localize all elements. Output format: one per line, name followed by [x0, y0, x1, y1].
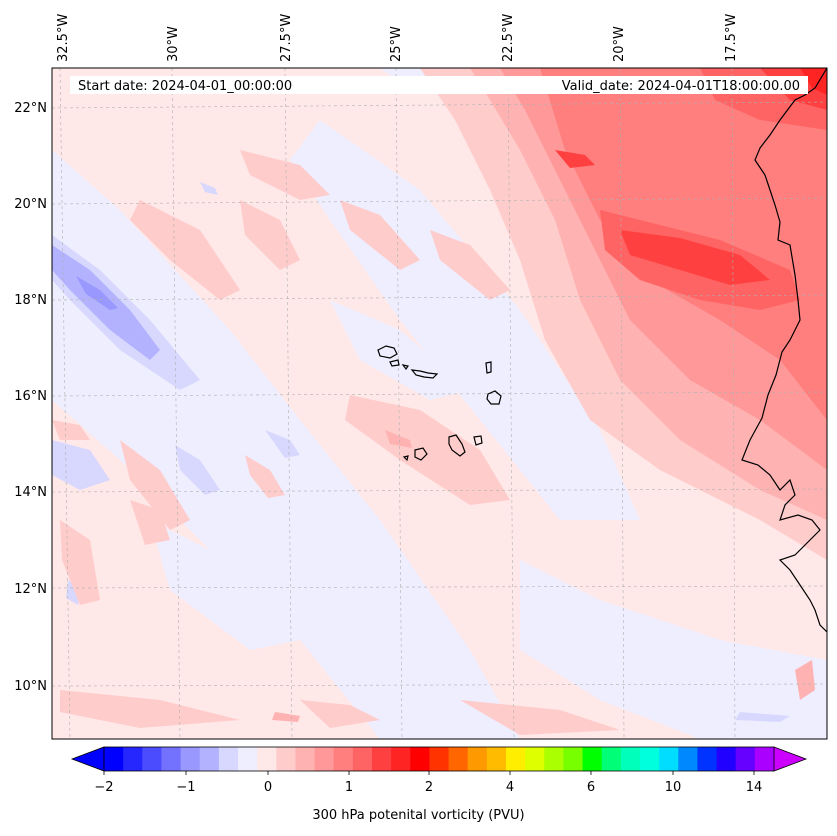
positive-pv-region — [420, 68, 827, 560]
island-santo-antao — [377, 345, 398, 359]
colorbar-cell — [601, 747, 622, 771]
colorbar-tick-label: 10 — [665, 780, 682, 795]
colorbar-cell — [238, 747, 258, 771]
colorbar-cell — [640, 747, 660, 771]
lon-label: 22.5°W — [501, 14, 516, 62]
island-boa-vista — [486, 390, 502, 405]
island-sao-nicolau — [410, 369, 439, 379]
colorbar-cell — [678, 747, 698, 771]
header-box — [70, 76, 808, 94]
colorbar: −2 −1 0 1 2 4 6 10 14 — [70, 746, 808, 795]
lon-label: 20°W — [612, 26, 627, 62]
island-sal — [485, 361, 492, 374]
colorbar-cells — [104, 747, 775, 771]
graticule — [52, 68, 827, 739]
lat-label: 16°N — [14, 389, 47, 404]
colorbar-tick-label: 0 — [264, 780, 272, 795]
colorbar-tick-label: −1 — [176, 780, 195, 795]
island-brava — [402, 455, 409, 462]
valid-date-label: Valid_date: 2024-04-01T18:00:00.00 — [562, 79, 800, 94]
colorbar-frame — [103, 746, 775, 772]
colorbar-cell — [697, 747, 718, 771]
colorbar-cell — [486, 747, 507, 771]
colorbar-tick-label: 14 — [746, 780, 763, 795]
longitude-labels: 32.5°W 30°W 27.5°W 25°W 22.5°W 20°W 17.5… — [56, 14, 739, 62]
lon-label: 27.5°W — [279, 14, 294, 62]
island-maio — [473, 435, 483, 446]
colorbar-cell — [314, 747, 335, 771]
island-sao-vicente — [389, 359, 400, 367]
start-date-label: Start date: 2024-04-01_00:00:00 — [78, 79, 292, 94]
colorbar-extend-low — [70, 746, 105, 772]
map-area — [52, 68, 827, 739]
lat-label: 10°N — [14, 679, 47, 694]
lon-label: 25°W — [389, 26, 404, 62]
colorbar-cell — [372, 747, 392, 771]
colorbar-cell — [563, 747, 584, 771]
colorbar-cell — [506, 747, 526, 771]
colorbar-cell — [659, 747, 679, 771]
colorbar-cell — [333, 747, 354, 771]
colorbar-cell — [104, 747, 124, 771]
colorbar-cell — [161, 747, 182, 771]
colorbar-cell — [199, 747, 220, 771]
medium-positive-pv-streaks — [272, 430, 815, 722]
strong-negative-pv-core — [76, 276, 118, 310]
colorbar-cell — [525, 747, 545, 771]
colorbar-cell — [735, 747, 756, 771]
colorbar-cell — [582, 747, 603, 771]
colorbar-cell — [142, 747, 162, 771]
lat-label: 18°N — [14, 293, 47, 308]
colorbar-cell — [448, 747, 469, 771]
latitude-labels: 22°N 20°N 18°N 16°N 14°N 12°N 10°N — [14, 101, 47, 694]
coastline — [741, 68, 827, 633]
lat-label: 12°N — [14, 582, 47, 597]
colorbar-cell — [410, 747, 430, 771]
weak-positive-pv-streaks — [52, 150, 620, 735]
colorbar-tick-label: 4 — [506, 780, 514, 795]
colorbar-cell — [429, 747, 450, 771]
colorbar-cell — [352, 747, 373, 771]
island-santa-luzia — [401, 364, 409, 371]
colorbar-cell — [754, 747, 775, 771]
colorbar-title: 300 hPa potenital vorticity (PVU) — [312, 808, 525, 823]
lon-label: 32.5°W — [56, 14, 71, 62]
colorbar-extend-high — [773, 746, 808, 772]
colorbar-tick-label: 2 — [425, 780, 433, 795]
africa-coast — [741, 68, 827, 633]
colorbar-tick-label: 1 — [345, 780, 353, 795]
lat-label: 14°N — [14, 485, 47, 500]
cape-verde-islands — [377, 345, 502, 462]
colorbar-ticks — [103, 771, 755, 775]
colorbar-cell — [620, 747, 641, 771]
colorbar-cell — [218, 747, 239, 771]
map-frame — [51, 67, 828, 740]
lat-label: 20°N — [14, 197, 47, 212]
colorbar-tick-label: 6 — [587, 780, 595, 795]
colorbar-cell — [257, 747, 277, 771]
colorbar-tick-label: −2 — [94, 780, 113, 795]
colorbar-cell — [716, 747, 737, 771]
island-fogo — [414, 447, 428, 461]
lat-label: 22°N — [14, 101, 47, 116]
colorbar-cell — [544, 747, 564, 771]
island-santiago — [448, 434, 466, 457]
lon-label: 17.5°W — [724, 14, 739, 62]
lon-label: 30°W — [166, 26, 181, 62]
colorbar-tick-labels: −2 −1 0 1 2 4 6 10 14 — [94, 780, 762, 795]
colorbar-cell — [295, 747, 316, 771]
colorbar-cell — [391, 747, 411, 771]
colorbar-cell — [123, 747, 143, 771]
colorbar-cell — [276, 747, 296, 771]
colorbar-cell — [467, 747, 488, 771]
colorbar-cell — [180, 747, 201, 771]
